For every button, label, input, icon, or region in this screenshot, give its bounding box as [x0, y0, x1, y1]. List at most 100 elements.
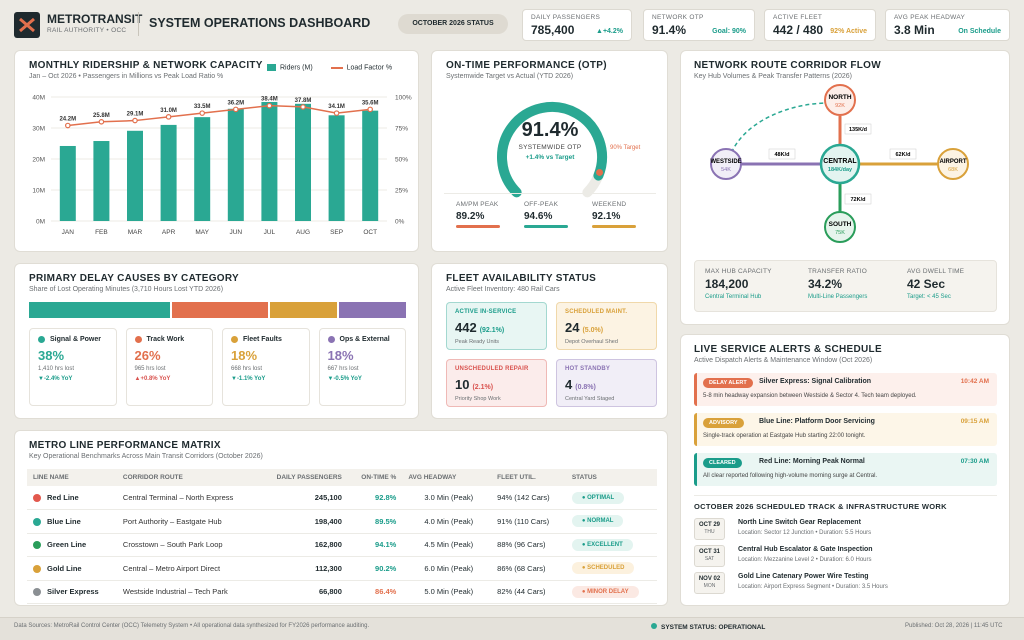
- work-item[interactable]: OCT 31 SAT Central Hub Escalator & Gate In…: [694, 544, 997, 571]
- legend-label-bar: Riders (M): [280, 64, 313, 72]
- load-factor-line: [67, 104, 371, 127]
- load-factor-point[interactable]: [64, 122, 71, 129]
- cell-line: Blue Line: [27, 509, 117, 534]
- bar-jul[interactable]: [261, 101, 278, 221]
- line-name: Silver Express: [47, 587, 99, 597]
- node-north[interactable]: [824, 84, 856, 116]
- stat-label: MAX HUB CAPACITY: [705, 268, 772, 275]
- stat-label: AVG DWELL TIME: [907, 268, 965, 275]
- flow-w-badge: [768, 148, 796, 160]
- work-title: North Line Switch Gear Replacement: [738, 519, 861, 526]
- divider: [444, 193, 656, 194]
- delay-segment[interactable]: [171, 302, 269, 318]
- delay-hours: 667 hrs lost: [327, 366, 359, 373]
- fleet-tile[interactable]: UNSCHEDULED REPAIR 10 (2.1%) Priority Shop …: [446, 359, 547, 407]
- bar-may[interactable]: [194, 117, 211, 221]
- data-label: 25.8M: [93, 113, 110, 119]
- cell-headway: 3.0 Min (Peak): [402, 486, 492, 510]
- alert-time: 07:30 AM: [960, 458, 989, 465]
- load-factor-point[interactable]: [233, 106, 239, 113]
- fleet-tile[interactable]: HOT STANDBY 4 (0.8%) Central Yard Staged: [556, 359, 657, 407]
- table-row[interactable]: Silver Express Westside Industrial – Tech…: [27, 580, 657, 604]
- stat-value: 34.2%: [808, 277, 843, 291]
- table-row[interactable]: Gold Line Central – Metro Airport Direct 1…: [27, 556, 657, 581]
- status-pill[interactable]: ● NORMAL: [571, 515, 624, 528]
- flow-n-label: 135K/d: [849, 127, 867, 133]
- corridor-stat-dwell: AVG DWELL TIME 42 Sec Target: < 45 Sec: [907, 268, 964, 300]
- bar-apr[interactable]: [160, 124, 177, 221]
- load-factor-point[interactable]: [367, 106, 374, 113]
- status-chip[interactable]: OCTOBER 2026 STATUS: [398, 14, 508, 34]
- node-central[interactable]: [819, 143, 861, 185]
- cell-util: 94% (142 Cars): [491, 486, 566, 510]
- load-factor-point[interactable]: [98, 118, 105, 125]
- fleet-tile[interactable]: SCHEDULED MAINT. 24 (5.0%) Depot Overhaul S…: [556, 302, 657, 350]
- cell-util: 88% (96 Cars): [491, 533, 566, 557]
- work-weekday: MON: [703, 583, 716, 589]
- cell-line: Gold Line: [27, 556, 117, 581]
- delay-segment[interactable]: [270, 302, 338, 318]
- node-airport[interactable]: [937, 148, 969, 180]
- matrix-card: METRO LINE PERFORMANCE MATRIX Key Operat…: [14, 430, 668, 606]
- kpi-delta: Goal: 90%: [712, 28, 746, 35]
- kpi-delta: On Schedule: [958, 28, 1001, 35]
- bar-jan[interactable]: [59, 145, 76, 221]
- column-header: CORRIDOR ROUTE: [116, 469, 259, 486]
- line-name: Green Line: [47, 540, 87, 550]
- table-row[interactable]: Red Line Central Terminal – North Express…: [27, 486, 657, 510]
- bar-feb[interactable]: [93, 141, 110, 221]
- delay-segment[interactable]: [339, 302, 406, 318]
- ridership-chart: 40M 100% 30M 75% 20M 50% 10M 25% 0M 0% JAN 24.2M FEB…: [32, 95, 412, 237]
- logo-icon: [14, 12, 40, 38]
- load-factor-point[interactable]: [300, 104, 306, 110]
- status-pill[interactable]: ● OPTIMAL: [571, 491, 625, 504]
- cell-headway: 4.5 Min (Peak): [402, 533, 492, 557]
- load-factor-point[interactable]: [132, 117, 138, 124]
- table-row[interactable]: Green Line Crosstown – South Park Loop 162…: [27, 533, 657, 557]
- work-item[interactable]: NOV 02 MON Gold Line Catenary Power Wire T…: [694, 571, 997, 598]
- status-pill[interactable]: ● SCHEDULED: [571, 562, 635, 575]
- node-westside[interactable]: [710, 148, 742, 180]
- delay-tile[interactable]: Signal & Power 38% 1,410 hrs lost ▼-2.4% Yo…: [29, 328, 117, 406]
- cell-route: Central Terminal – North Express: [116, 486, 259, 510]
- node-airport-name: AIRPORT: [940, 159, 967, 165]
- delay-tile[interactable]: Ops & External 18% 667 hrs lost ▼-0.5% YoY: [318, 328, 406, 406]
- fleet-tile[interactable]: ACTIVE IN-SERVICE 442 (92.1%) Peak Ready Un…: [446, 302, 547, 350]
- delay-tile[interactable]: Fleet Faults 18% 668 hrs lost ▼-1.1% YoY: [222, 328, 310, 406]
- bar-oct[interactable]: [362, 110, 379, 221]
- bar-aug[interactable]: [295, 103, 311, 221]
- header: METROTRANSIT RAIL AUTHORITY • OCC SYSTEM…: [0, 0, 1024, 48]
- alert-item[interactable]: CLEARED Red Line: Morning Peak Normal 07:3…: [694, 453, 997, 486]
- alert-item[interactable]: DELAY ALERT Silver Express: Signal Calibr…: [694, 373, 997, 406]
- delay-tile[interactable]: Track Work 26% 965 hrs lost ▲+0.8% YoY: [125, 328, 213, 406]
- card-title: NETWORK ROUTE CORRIDOR FLOW: [694, 60, 881, 71]
- table-row[interactable]: Blue Line Port Authority – Eastgate Hub 19…: [27, 509, 657, 534]
- cell-otp: 92.8%: [347, 486, 403, 510]
- y-tick-label: 10M: [32, 188, 45, 195]
- load-factor-point[interactable]: [199, 110, 206, 116]
- load-factor-point[interactable]: [266, 102, 273, 109]
- data-label: 37.8M: [295, 98, 312, 104]
- alert-desc: All clear reported following high-volume…: [703, 473, 878, 479]
- cell-passengers: 162,800: [258, 533, 348, 557]
- node-south[interactable]: [824, 211, 856, 243]
- bar-jun[interactable]: [227, 108, 244, 221]
- bar-mar[interactable]: [127, 130, 143, 221]
- fleet-tile-label: SCHEDULED MAINT.: [565, 309, 628, 315]
- y2-tick-label: 50%: [395, 157, 408, 164]
- work-item[interactable]: OCT 29 THU North Line Switch Gear Replacem…: [694, 517, 997, 544]
- delay-segment[interactable]: [29, 302, 170, 318]
- status-pill[interactable]: ● EXCELLENT: [571, 538, 633, 551]
- status-pill[interactable]: ● MINOR DELAY: [571, 585, 639, 598]
- load-factor-point[interactable]: [165, 114, 172, 120]
- alert-tag: ADVISORY: [703, 418, 744, 428]
- bar-sep[interactable]: [328, 115, 345, 221]
- delay-yoy: ▲+0.8% YoY: [134, 376, 171, 383]
- corridor-stat-transfer: TRANSFER RATIO 34.2% Multi-Line Passenge…: [808, 268, 867, 300]
- cell-status: ● OPTIMAL: [565, 486, 657, 510]
- data-label: 38.4M: [261, 97, 278, 103]
- load-factor-point[interactable]: [333, 110, 340, 116]
- stat-note: Central Terminal Hub: [705, 294, 762, 300]
- alert-item[interactable]: ADVISORY Blue Line: Platform Door Servici…: [694, 413, 997, 446]
- kpi-active-fleet: ACTIVE FLEET 442 / 480 92% Active: [764, 9, 876, 41]
